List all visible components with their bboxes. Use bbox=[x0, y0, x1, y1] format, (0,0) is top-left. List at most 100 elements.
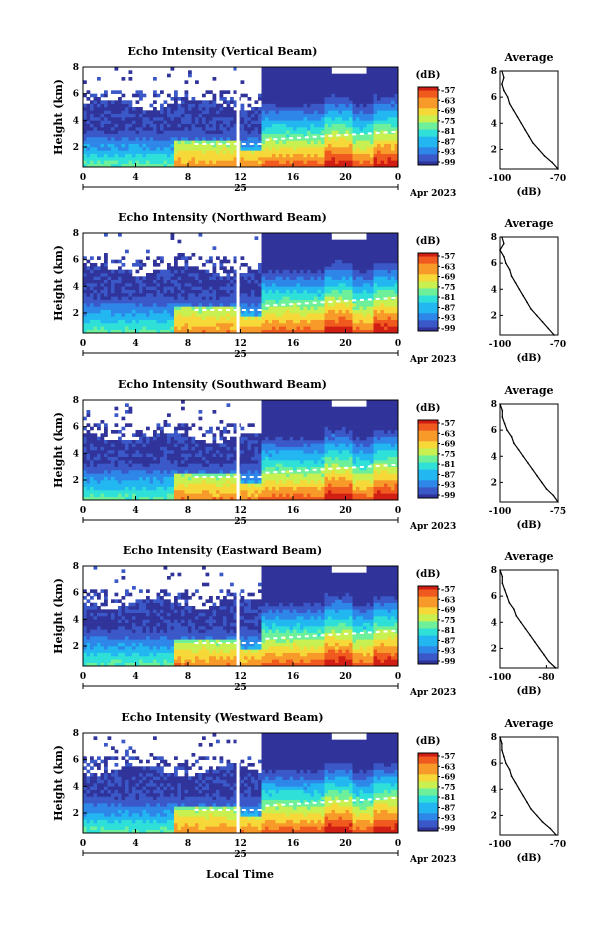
colorbar-tick-label: -99 bbox=[441, 656, 456, 666]
profile-point bbox=[501, 409, 504, 412]
profile-point bbox=[543, 155, 546, 157]
colorbar-swatch bbox=[418, 448, 438, 453]
x-tick-label: 0 bbox=[80, 672, 86, 682]
colorbar-tick-label: -75 bbox=[441, 116, 455, 126]
colorbar-swatch bbox=[418, 653, 438, 658]
bl-marker bbox=[233, 143, 238, 145]
profile-point bbox=[547, 327, 550, 330]
y-axis-label: Height (km) bbox=[52, 745, 65, 821]
colorbar-swatch bbox=[418, 309, 438, 314]
colorbar-swatch bbox=[418, 753, 438, 757]
bl-marker bbox=[320, 634, 325, 637]
bl-marker bbox=[304, 635, 309, 638]
colorbar-swatch bbox=[418, 784, 438, 789]
colorbar-swatch bbox=[418, 823, 438, 828]
profile-point bbox=[503, 76, 505, 79]
profile-frame bbox=[499, 736, 559, 836]
y-tick-label: 2 bbox=[73, 642, 79, 652]
bl-marker bbox=[367, 465, 372, 468]
colorbar-swatch bbox=[418, 90, 438, 95]
y-tick-label: 4 bbox=[73, 782, 79, 792]
colorbar-tick-label: -75 bbox=[441, 782, 455, 792]
colorbar-tick-label: -81 bbox=[441, 792, 455, 802]
bl-marker bbox=[383, 464, 388, 467]
profile-point bbox=[522, 795, 524, 797]
profile-point bbox=[508, 268, 511, 271]
y-tick-label: 2 bbox=[73, 809, 79, 819]
colorbar-swatch bbox=[418, 473, 438, 478]
colorbar-swatch bbox=[418, 646, 438, 651]
bl-marker bbox=[210, 642, 215, 644]
y-tick-label: 4 bbox=[73, 282, 79, 292]
colorbar-tick-label: -87 bbox=[441, 802, 455, 812]
colorbar-swatch bbox=[418, 635, 438, 640]
date-label: Apr 2023 bbox=[409, 688, 456, 698]
profile-x-label: (dB) bbox=[517, 686, 542, 697]
bl-marker bbox=[352, 799, 357, 802]
profile-y-tick-label: 4 bbox=[491, 618, 497, 628]
bl-marker bbox=[265, 804, 270, 807]
colorbar-swatch bbox=[418, 267, 438, 272]
profile-point bbox=[529, 634, 531, 637]
day-label: 25 bbox=[234, 350, 247, 360]
bl-marker bbox=[218, 309, 223, 311]
y-tick-label: 8 bbox=[73, 562, 79, 572]
profile-point bbox=[522, 295, 524, 297]
x-tick-label: 0 bbox=[80, 839, 86, 849]
bl-marker bbox=[344, 632, 349, 635]
bl-marker bbox=[359, 132, 364, 135]
x-tick-label: 4 bbox=[132, 506, 138, 516]
colorbar-swatch bbox=[418, 781, 438, 786]
profile-point bbox=[516, 115, 519, 118]
bl-marker bbox=[194, 809, 199, 811]
profile-point bbox=[552, 494, 555, 497]
colorbar-tick-label: -93 bbox=[441, 813, 456, 823]
colorbar-swatch bbox=[418, 263, 438, 268]
bl-marker bbox=[194, 476, 199, 478]
y-tick-label: 6 bbox=[73, 589, 79, 599]
profile-point bbox=[501, 575, 504, 578]
colorbar-swatch bbox=[418, 625, 438, 629]
bl-marker bbox=[352, 466, 357, 469]
profile-point bbox=[531, 468, 534, 471]
profile-x-label: (dB) bbox=[517, 187, 542, 198]
bl-marker bbox=[328, 800, 333, 803]
profile-point bbox=[520, 122, 523, 125]
profile-point bbox=[535, 814, 538, 817]
colorbar-swatch bbox=[418, 288, 438, 293]
x-tick-label: 20 bbox=[339, 173, 352, 183]
data-gap bbox=[236, 733, 240, 833]
profile-point bbox=[518, 788, 521, 791]
x-tick-label: 16 bbox=[287, 339, 300, 349]
profile-point bbox=[501, 742, 503, 745]
bl-marker bbox=[304, 469, 309, 472]
bl-marker bbox=[375, 630, 380, 633]
colorbar-swatch bbox=[418, 760, 438, 765]
colorbar-swatch bbox=[418, 101, 438, 106]
profile-y-tick-label: 8 bbox=[491, 67, 497, 77]
y-tick-label: 2 bbox=[73, 476, 79, 486]
bl-marker bbox=[281, 137, 286, 140]
colorbar-swatch bbox=[418, 323, 438, 328]
colorbar-swatch bbox=[418, 150, 438, 155]
profile-point bbox=[536, 475, 538, 477]
bl-marker bbox=[375, 797, 380, 800]
colorbar: (dB)-57-63-69-75-81-87-93-99 bbox=[416, 403, 456, 500]
colorbar-swatch bbox=[418, 427, 438, 432]
colorbar-swatch bbox=[418, 788, 438, 793]
panel-0: Echo Intensity (Vertical Beam) 2 4 6 8 Height… bbox=[52, 45, 566, 199]
bl-marker bbox=[233, 809, 238, 811]
colorbar-swatch bbox=[418, 469, 438, 474]
x-tick-label: 20 bbox=[339, 339, 352, 349]
colorbar-tick-label: -93 bbox=[441, 147, 456, 157]
x-tick-label: 8 bbox=[185, 506, 191, 516]
colorbar-tick-label: -69 bbox=[441, 605, 456, 615]
profile-y-tick-label: 4 bbox=[491, 452, 497, 462]
profile-frame bbox=[499, 70, 559, 170]
bl-marker bbox=[249, 476, 254, 478]
bl-marker bbox=[273, 637, 278, 640]
bl-marker bbox=[344, 299, 349, 302]
y-tick-label: 8 bbox=[73, 63, 79, 73]
colorbar-swatch bbox=[418, 774, 438, 779]
